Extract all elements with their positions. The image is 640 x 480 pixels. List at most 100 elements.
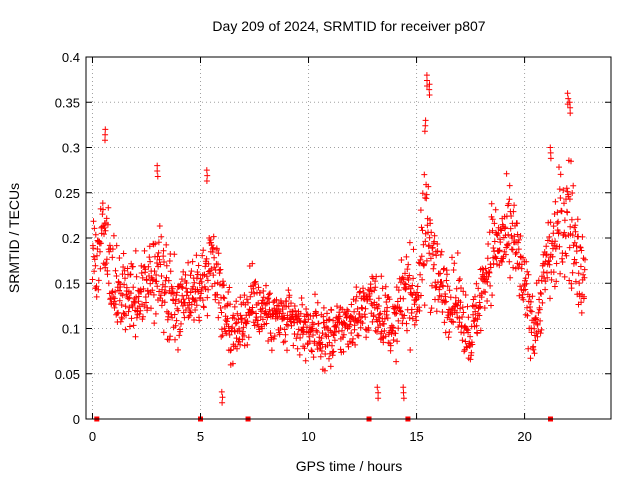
data-point	[550, 269, 557, 276]
data-point	[204, 294, 211, 301]
data-point	[225, 289, 232, 295]
data-point	[418, 292, 424, 299]
data-point	[484, 255, 491, 262]
data-point	[547, 155, 554, 162]
data-point	[162, 283, 169, 290]
data-point	[547, 219, 554, 226]
data-point	[404, 266, 411, 273]
data-point	[104, 271, 111, 278]
data-point	[257, 289, 263, 296]
data-point	[141, 303, 148, 310]
data-point	[559, 259, 566, 265]
data-point	[405, 276, 412, 283]
grid-lines	[86, 57, 611, 419]
data-point	[352, 341, 359, 348]
data-point	[503, 170, 510, 177]
data-point	[340, 331, 347, 338]
data-point	[192, 307, 199, 313]
data-point	[530, 319, 537, 326]
data-point	[298, 295, 305, 301]
data-point	[117, 318, 124, 325]
data-point	[265, 338, 272, 344]
data-point	[484, 279, 491, 285]
data-point	[317, 345, 324, 351]
data-point	[360, 289, 367, 296]
data-point	[154, 162, 161, 169]
data-point	[175, 346, 181, 353]
data-point	[489, 292, 496, 299]
data-point	[150, 291, 157, 298]
data-point	[233, 335, 240, 342]
data-point	[153, 278, 160, 285]
data-point	[542, 286, 549, 293]
data-point	[528, 308, 535, 315]
data-point	[190, 283, 197, 290]
data-point	[359, 320, 366, 327]
data-point	[313, 312, 320, 319]
data-point	[133, 314, 140, 321]
data-point	[379, 285, 386, 292]
data-point	[568, 158, 574, 165]
data-point	[132, 247, 139, 254]
data-point	[169, 285, 176, 292]
data-point	[375, 395, 382, 402]
data-point	[128, 315, 135, 322]
data-point	[256, 328, 263, 335]
data-point	[186, 305, 193, 312]
data-point	[157, 292, 164, 299]
data-point	[459, 314, 466, 320]
data-point	[241, 342, 248, 349]
data-point	[369, 318, 376, 325]
data-point	[178, 320, 184, 327]
data-point	[328, 307, 335, 314]
data-point	[559, 255, 565, 262]
data-point	[465, 314, 472, 321]
data-point	[496, 247, 502, 254]
data-point	[454, 302, 461, 309]
data-point	[348, 330, 355, 336]
data-point	[377, 322, 384, 329]
data-point	[372, 327, 379, 334]
data-point	[231, 315, 238, 322]
data-point	[418, 253, 425, 260]
data-point	[490, 245, 497, 251]
data-point	[432, 284, 439, 291]
data-point	[487, 264, 494, 271]
x-tick-labels: 0 5 10 15 20	[89, 429, 532, 444]
data-point	[437, 270, 444, 277]
data-point	[577, 263, 584, 270]
data-point	[446, 287, 453, 294]
data-point	[573, 259, 580, 266]
data-point	[482, 265, 489, 272]
data-point	[431, 238, 438, 245]
data-point	[535, 309, 542, 316]
data-point	[365, 327, 372, 334]
data-point	[546, 233, 553, 240]
data-point	[207, 237, 214, 243]
data-point	[282, 331, 289, 338]
data-point	[285, 287, 292, 294]
data-point	[125, 295, 132, 302]
data-point	[339, 327, 345, 334]
data-point	[189, 258, 196, 265]
data-point	[267, 290, 273, 297]
data-point	[113, 273, 120, 279]
data-point	[154, 260, 160, 266]
data-point	[421, 128, 428, 135]
data-point	[198, 288, 205, 294]
data-point	[421, 261, 428, 268]
data-point	[426, 86, 433, 93]
data-point	[326, 316, 333, 323]
data-point	[219, 332, 226, 339]
data-point	[267, 330, 274, 337]
y-tick-label: 0.35	[55, 95, 80, 110]
data-point	[138, 270, 145, 276]
data-point	[113, 242, 120, 249]
data-point	[116, 255, 123, 261]
data-point	[568, 285, 575, 292]
data-point	[512, 251, 519, 257]
data-point	[429, 282, 435, 289]
data-point	[234, 345, 240, 352]
data-point	[250, 285, 257, 292]
data-point	[172, 336, 178, 343]
